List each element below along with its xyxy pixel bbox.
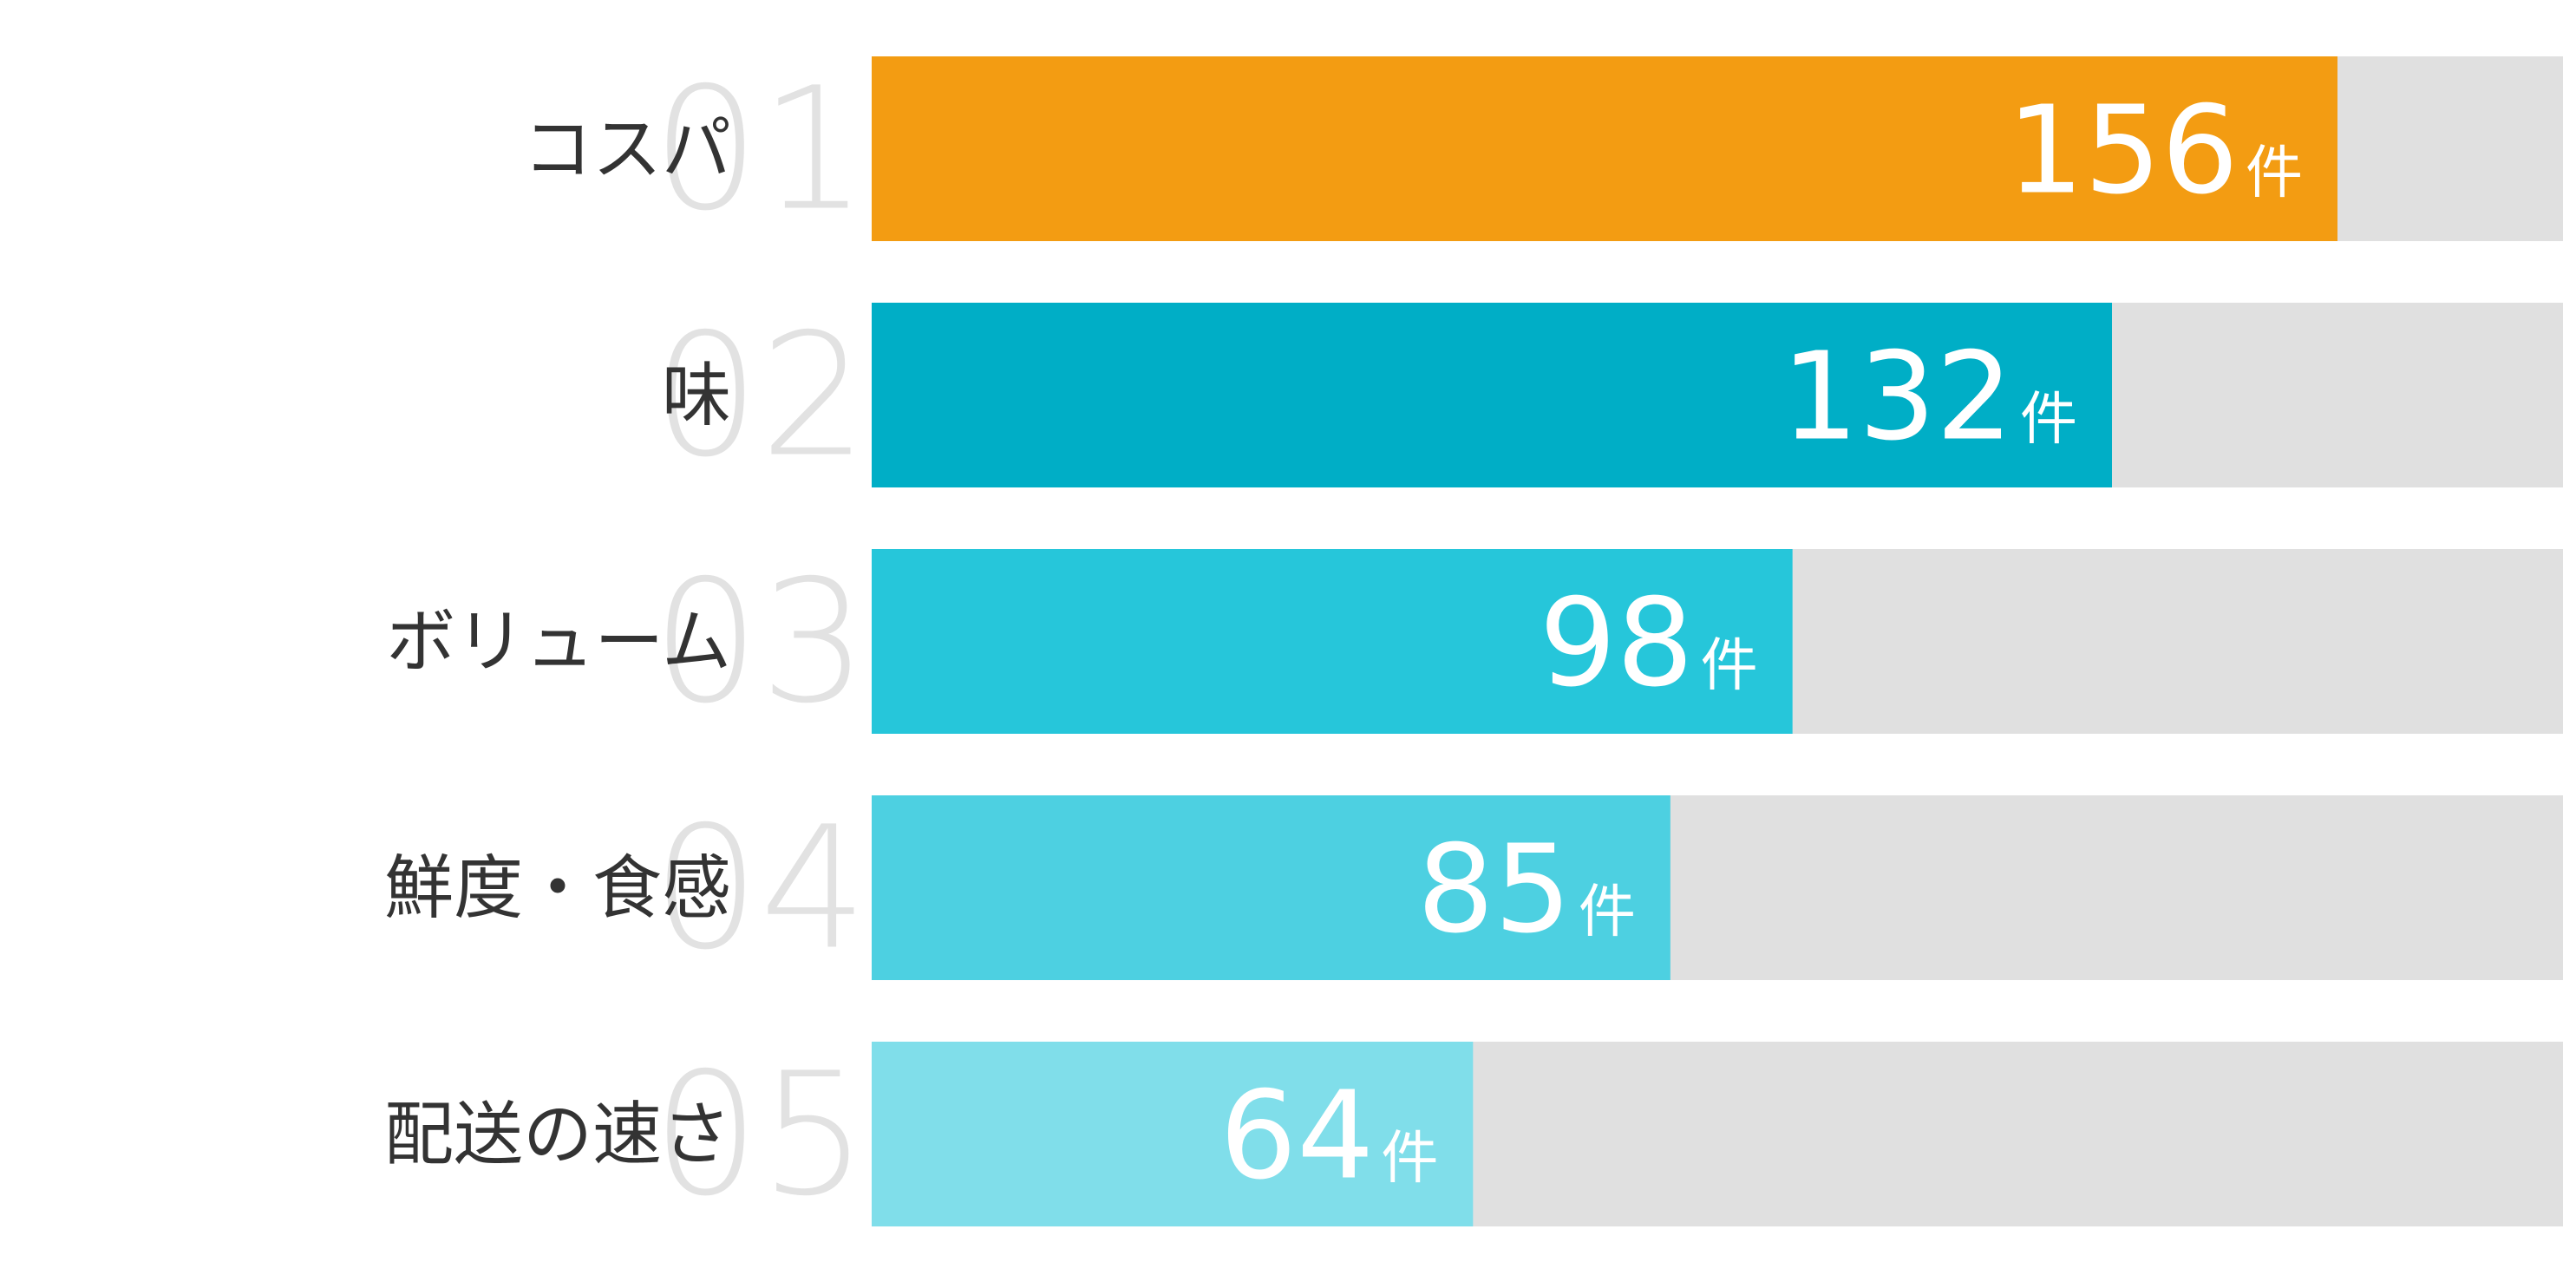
category-label: コスパ: [523, 109, 731, 190]
value-number: 64: [1219, 1066, 1374, 1207]
category-label: 鮮度・食感: [384, 848, 731, 929]
category-label: ボリューム: [386, 602, 731, 683]
bar: [872, 56, 2337, 241]
value-label: 98 件: [1540, 573, 1758, 715]
value-label: 85 件: [1417, 820, 1636, 961]
rank-number: 05: [652, 1036, 867, 1233]
value-label: 156 件: [2007, 81, 2303, 222]
value-number: 156: [2007, 81, 2239, 222]
value-unit: 件: [2246, 140, 2303, 206]
value-unit: 件: [1579, 879, 1636, 945]
bar: [872, 795, 1670, 980]
category-label: 配送の速さ: [384, 1095, 731, 1175]
value-number: 85: [1417, 820, 1572, 961]
rank-number: 03: [652, 544, 867, 741]
rank-number: 01: [652, 51, 867, 248]
category-label: 味: [662, 356, 731, 436]
rank-number: 02: [652, 298, 867, 494]
bar: [872, 549, 1793, 734]
value-label: 64 件: [1219, 1066, 1438, 1207]
value-label: 132 件: [1782, 327, 2077, 468]
value-unit: 件: [1701, 632, 1758, 699]
value-unit: 件: [2020, 386, 2077, 453]
bar: [872, 303, 2112, 487]
value-unit: 件: [1381, 1125, 1438, 1192]
bar: [872, 1042, 1474, 1226]
rank-number: 04: [652, 790, 867, 987]
value-number: 98: [1540, 573, 1694, 715]
value-number: 132: [1782, 327, 2013, 468]
